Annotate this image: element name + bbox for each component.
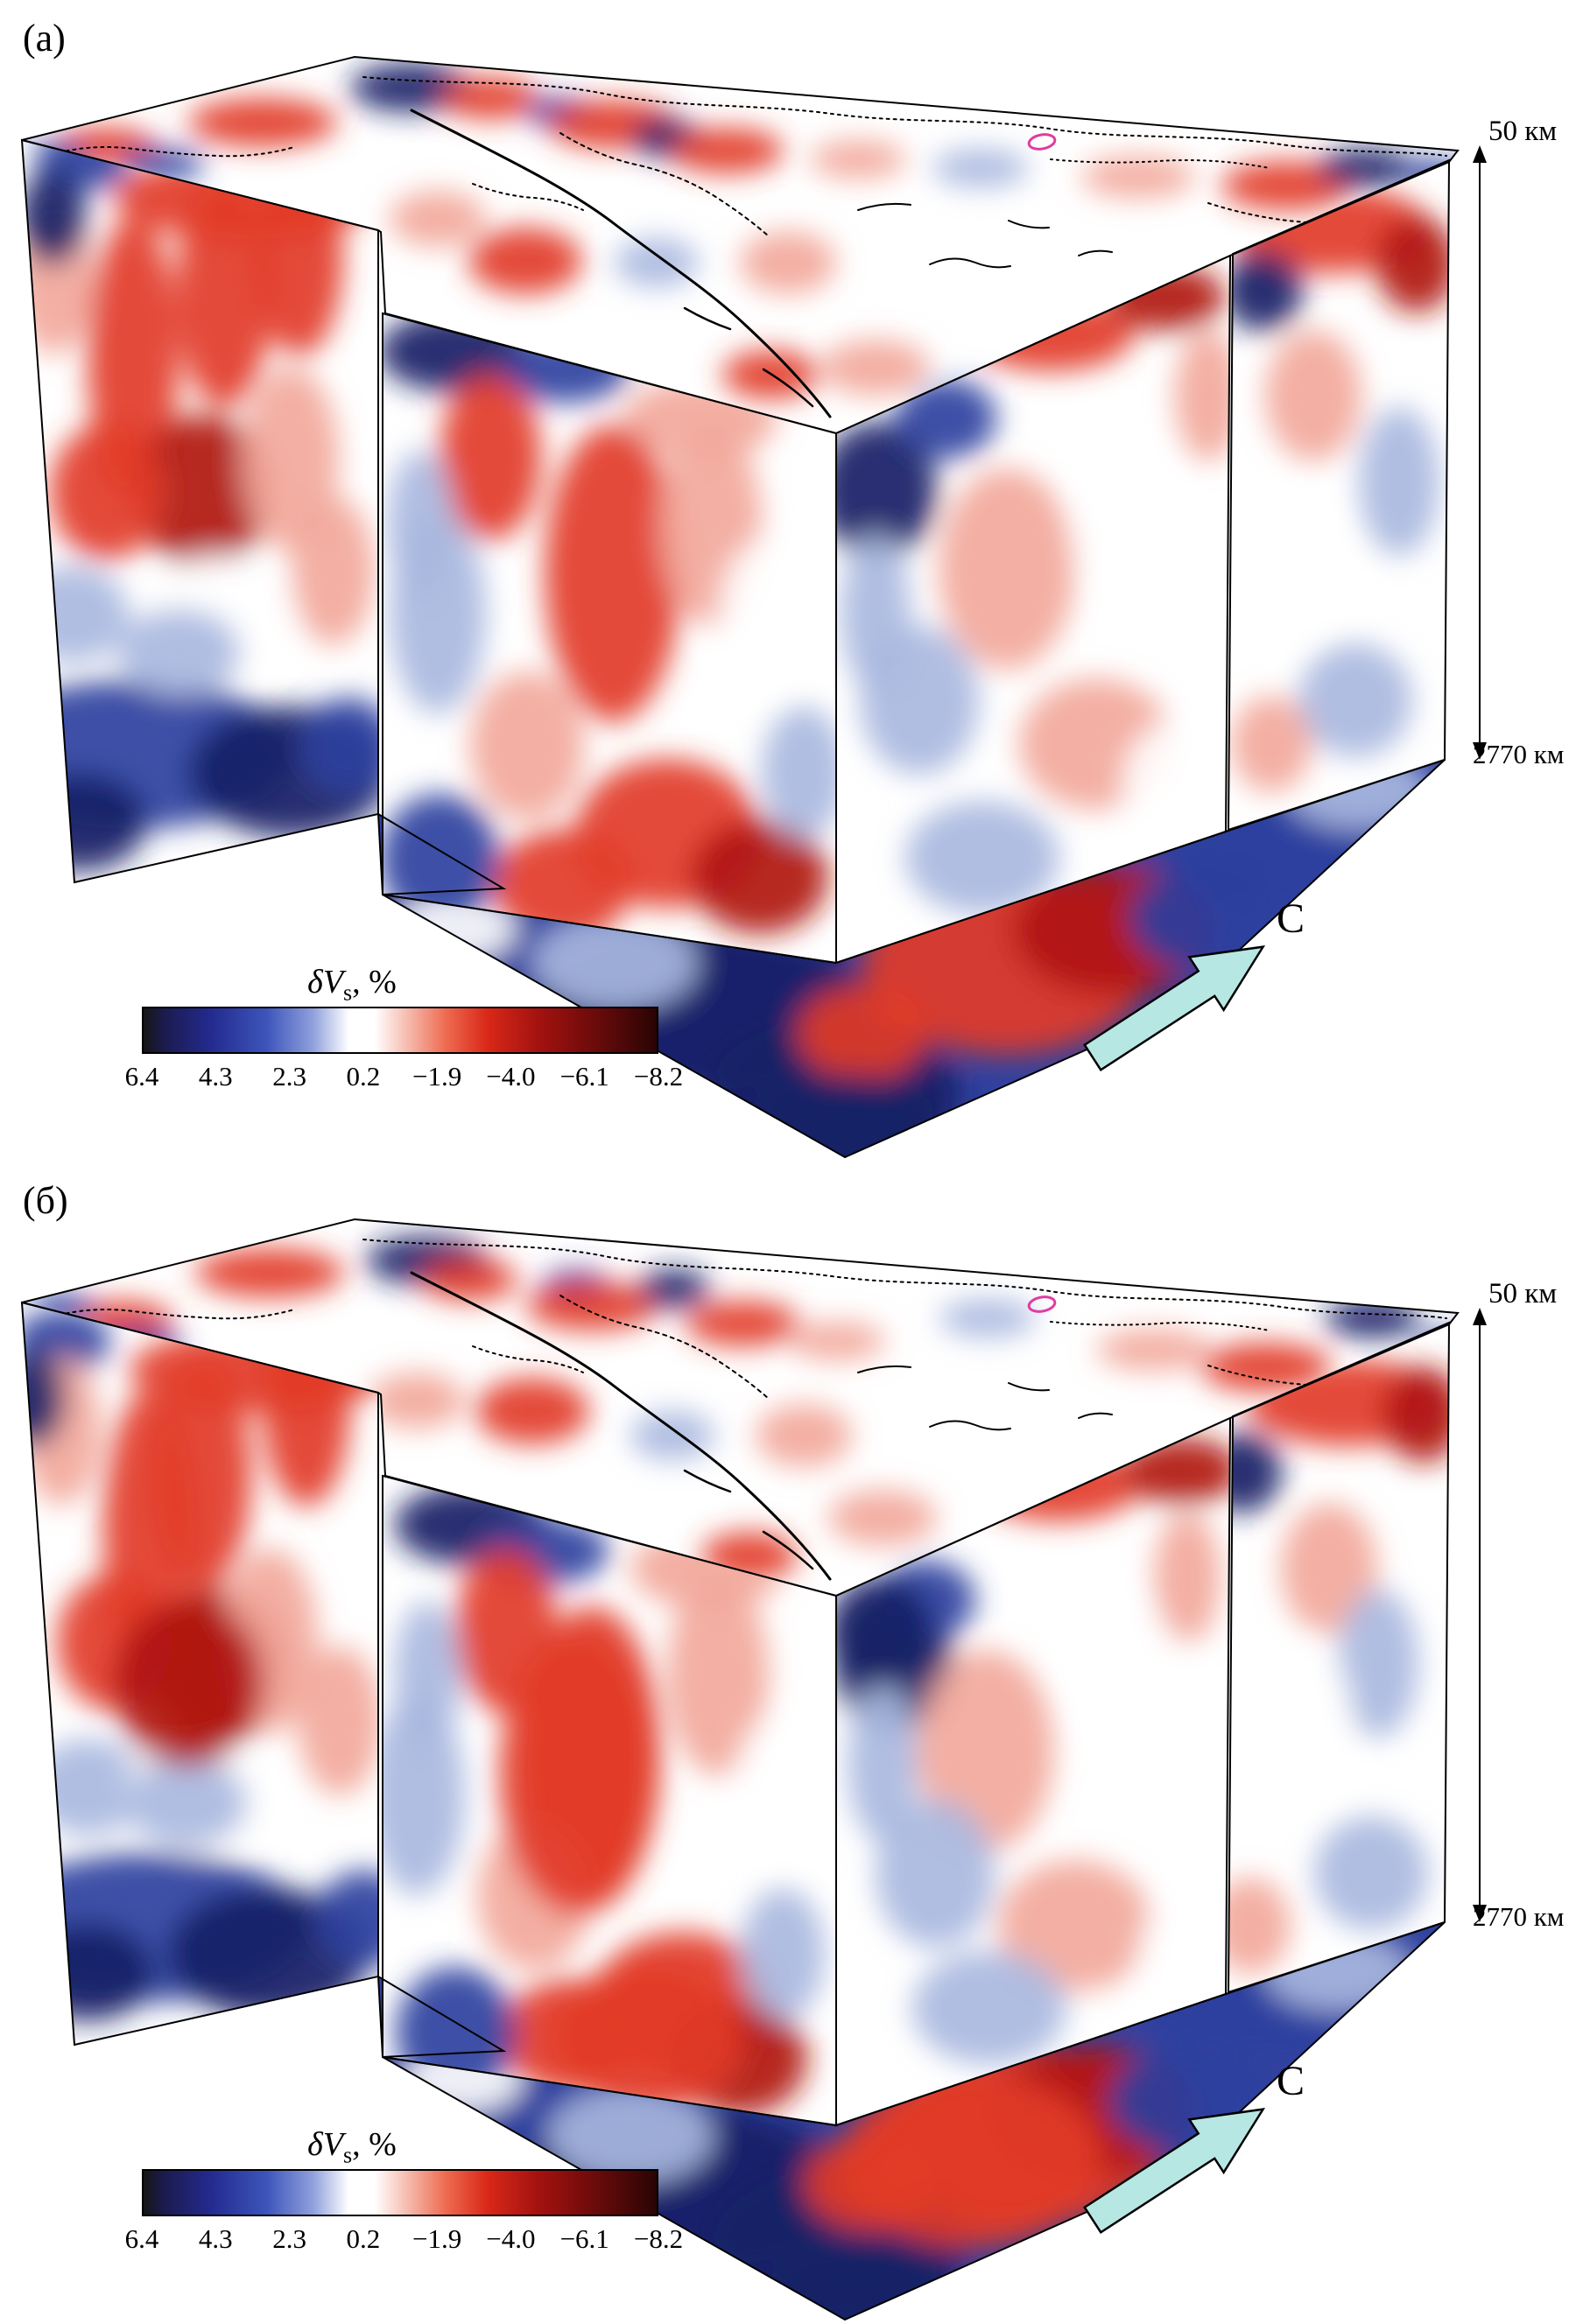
colorbar-title: δVs, %: [142, 963, 562, 1007]
middle-slice-left-face: [383, 1476, 836, 2125]
colorbar-tick: 0.2: [346, 1061, 381, 1092]
depth-label-top: 50 км: [1488, 116, 1558, 147]
colorbar-title-symbol: V: [322, 2126, 344, 2163]
colorbar-title-suffix: , %: [352, 2126, 397, 2163]
magenta-contour: [1027, 133, 1057, 151]
depth-label-bottom: 2770 км: [1473, 739, 1565, 769]
colorbar: δVs, % 6.4 4.3 2.3 0.2 −1.9 −4.0 −6.1 −8…: [125, 2125, 683, 2274]
colorbar-gradient: [142, 2169, 658, 2216]
tomography-scene-a: [20, 55, 1487, 1159]
arrow-up-icon: [1473, 145, 1487, 163]
colorbar-tick: −1.9: [412, 1061, 462, 1092]
panel-label: (б): [23, 1179, 68, 1222]
north-arrow-icon: [1083, 945, 1266, 1071]
depth-label-top: 50 км: [1488, 1278, 1558, 1309]
arrow-up-icon: [1473, 1308, 1487, 1325]
depth-axis: [1473, 1308, 1487, 1922]
colorbar-title-suffix: , %: [352, 964, 397, 1001]
colorbar-title: δVs, %: [142, 2125, 562, 2169]
colorbar-tick: 4.3: [198, 1061, 233, 1092]
colorbar-title-delta: δ: [307, 964, 323, 1001]
colorbar-tick: 0.2: [346, 2223, 381, 2254]
colorbar-tick: 6.4: [124, 1061, 159, 1092]
north-arrow-icon: [1083, 2108, 1266, 2234]
right-slice-face: [1228, 186, 1449, 792]
colorbar-ticks: 6.4 4.3 2.3 0.2 −1.9 −4.0 −6.1 −8.2: [107, 1061, 693, 1092]
colorbar-tick: 2.3: [272, 1061, 306, 1092]
tomography-scene-b: [20, 1218, 1487, 2321]
colorbar-ticks: 6.4 4.3 2.3 0.2 −1.9 −4.0 −6.1 −8.2: [107, 2223, 693, 2255]
box-wireframe: [20, 1218, 1460, 2321]
middle-slice-left-face: [383, 313, 836, 943]
colorbar-tick: −8.2: [633, 1061, 684, 1092]
colorbar-tick: 2.3: [272, 2223, 306, 2254]
colorbar-title-symbol: V: [322, 964, 344, 1001]
magenta-contour: [1027, 1295, 1057, 1313]
colorbar-title-delta: δ: [307, 2126, 323, 2163]
colorbar-tick: 4.3: [198, 2223, 233, 2254]
colorbar-tick: −6.1: [559, 1061, 609, 1092]
colorbar-tick: −1.9: [412, 2223, 462, 2254]
panel-a: (а) 50 км 2770 км С δVs, % 6.4 4.3 2.3 0…: [20, 17, 1565, 1159]
arrow-down-icon: [1473, 1905, 1487, 1922]
colorbar-tick: −4.0: [486, 1061, 536, 1092]
colorbar-tick: −4.0: [486, 2223, 536, 2254]
panel-label: (а): [23, 17, 66, 60]
left-slice-face: [22, 1302, 378, 2045]
colorbar-title-sub: s: [343, 979, 353, 1006]
box-wireframe: [20, 55, 1460, 1159]
arrow-down-icon: [1473, 742, 1487, 760]
colorbar-tick: −6.1: [559, 2223, 609, 2254]
colorbar-title-sub: s: [343, 2142, 353, 2168]
depth-label-bottom: 2770 км: [1473, 1901, 1565, 1932]
north-label: С: [1277, 895, 1305, 942]
north-label: С: [1277, 2058, 1305, 2104]
colorbar-tick: 6.4: [124, 2223, 159, 2254]
colorbar-gradient: [142, 1007, 658, 1054]
colorbar: δVs, % 6.4 4.3 2.3 0.2 −1.9 −4.0 −6.1 −8…: [125, 963, 683, 1112]
colorbar-tick: −8.2: [633, 2223, 684, 2254]
right-slice-face: [1228, 1323, 1449, 1992]
panel-b: (б) 50 км 2770 км С δVs, % 6.4 4.3 2.3 0…: [0, 1162, 1569, 2324]
depth-axis: [1473, 145, 1487, 760]
